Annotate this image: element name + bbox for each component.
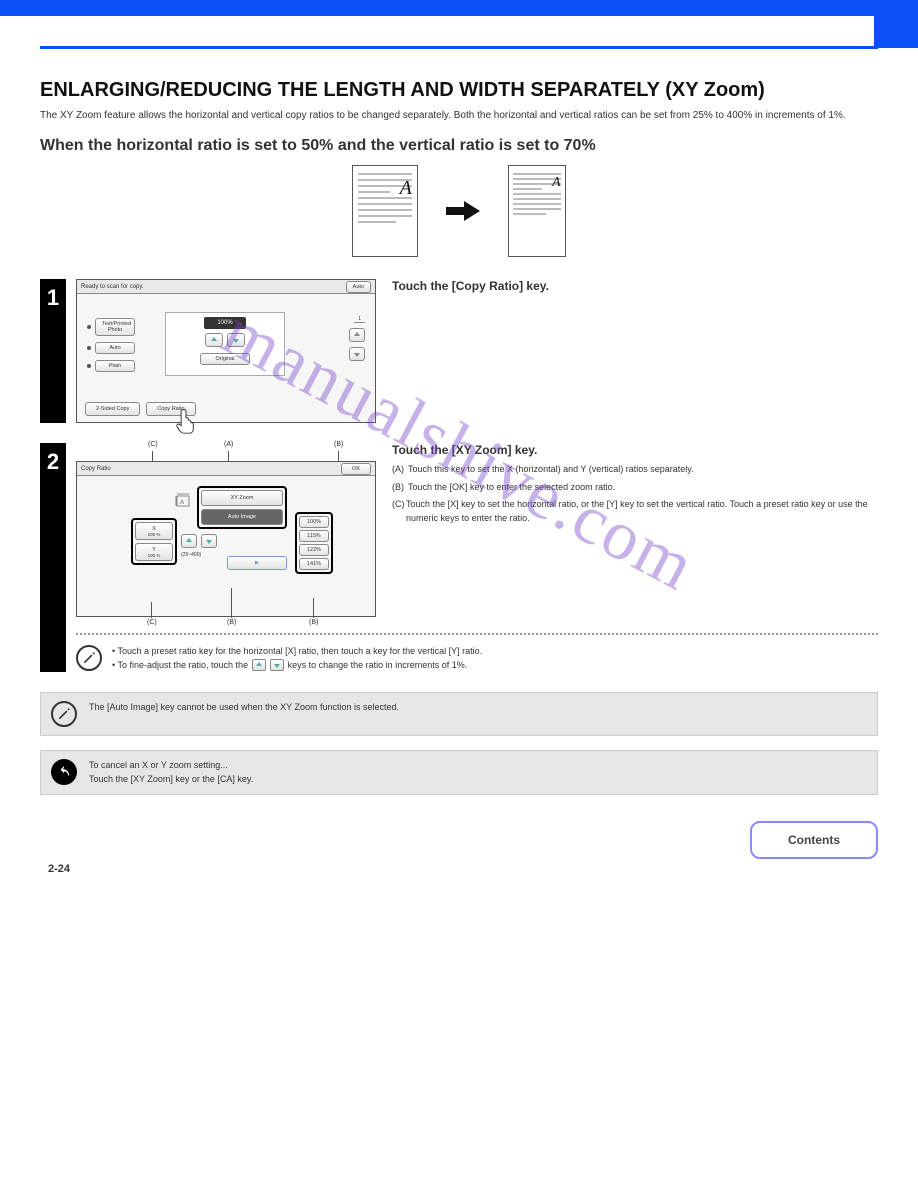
step2-callout-list: (A)Touch this key to set the X (horizont… [392, 463, 878, 525]
preset-more[interactable]: ▶ [227, 556, 287, 570]
contents-button[interactable]: Contents [750, 821, 878, 859]
screen1-left-col: Text/Printed Photo Auto Plain [87, 318, 157, 372]
page-number: 2-24 [48, 863, 70, 875]
auto-btn[interactable]: Auto [95, 342, 135, 354]
copy-ratio-screen: Copy Ratio OK XY Zoom Auto Image A [76, 461, 376, 617]
callout-B: (B) [334, 441, 343, 448]
step-1-number: 1 [40, 279, 66, 423]
paper-btn[interactable]: Plain [95, 360, 135, 372]
pencil-note-icon [76, 645, 102, 671]
copies-display: 1 [354, 316, 365, 323]
note-block: • Touch a preset ratio key for the horiz… [76, 633, 878, 672]
inline-dn-icon [270, 659, 284, 671]
step2-title: Touch the [XY Zoom] key. [392, 443, 878, 457]
auto-image-btn[interactable]: Auto Image [201, 509, 283, 525]
zoom-minus-btn[interactable] [181, 534, 197, 548]
step1-title: Touch the [Copy Ratio] key. [392, 279, 878, 293]
section-title: ENLARGING/REDUCING THE LENGTH AND WIDTH … [40, 79, 878, 102]
ratio-display: 100% [204, 317, 246, 329]
ok-btn[interactable]: OK [341, 463, 371, 475]
section-subtitle: When the horizontal ratio is set to 50% … [40, 137, 878, 155]
step-2-number: 2 [40, 443, 66, 672]
inline-up-icon [252, 659, 266, 671]
preset-141[interactable]: 141% [299, 558, 329, 570]
callout-B2-lower: (B) [227, 619, 236, 626]
callout-B-lower: (B) [309, 619, 318, 626]
header-bar: Contents [0, 0, 918, 16]
screen2-title: Copy Ratio [81, 466, 111, 472]
info-bar-1: The [Auto Image] key cannot be used when… [40, 692, 878, 736]
ratio-panel: 100% Original [165, 312, 285, 376]
x-ratio-btn[interactable]: X100 % [135, 522, 173, 540]
callout-A: (A) [224, 441, 233, 448]
screen1-status: Ready to scan for copy. [81, 284, 144, 290]
zoom-plus-btn[interactable] [201, 534, 217, 548]
y-ratio-btn[interactable]: Y100 % [135, 543, 173, 561]
original-btn[interactable]: Original [200, 353, 250, 365]
arrow-right-icon [446, 200, 480, 222]
reduced-doc-icon: A [508, 165, 566, 257]
svg-text:A: A [180, 500, 184, 506]
arrow-dn-btn[interactable] [227, 333, 245, 347]
note-line2: • To fine-adjust the ratio, touch the ke… [112, 659, 482, 673]
info-bar-2: To cancel an X or Y zoom setting... Touc… [40, 750, 878, 795]
section-intro: The XY Zoom feature allows the horizonta… [40, 108, 878, 123]
spin-up-icon[interactable] [349, 328, 365, 342]
blue-rule [40, 46, 878, 49]
step-1: 1 Ready to scan for copy. Auto Text/Prin… [40, 279, 878, 423]
zoom-range-label: (25~400) [181, 552, 201, 558]
note-line1: • Touch a preset ratio key for the horiz… [112, 645, 482, 659]
preset-100[interactable]: 100% [299, 516, 329, 528]
xy-zoom-btn[interactable]: XY Zoom [201, 490, 283, 506]
pointing-hand-icon [173, 408, 199, 434]
copier-main-screen: Ready to scan for copy. Auto Text/Printe… [76, 279, 376, 423]
spin-dn-icon[interactable] [349, 347, 365, 361]
callout-C-lower: (C) [147, 619, 157, 626]
header-contents: Contents [880, 2, 912, 11]
original-doc-icon: A [352, 165, 418, 257]
arrow-up-btn[interactable] [205, 333, 223, 347]
before-after-illustration: A A [40, 165, 878, 257]
preset-122[interactable]: 122% [299, 544, 329, 556]
info-bar-2-text: To cancel an X or Y zoom setting... Touc… [89, 759, 253, 786]
screen1-right-col: 1 [349, 316, 365, 361]
pencil-note-icon-2 [51, 701, 77, 727]
step-2: 2 (C) (A) (B) Copy Ratio OK [40, 443, 878, 672]
undo-icon [51, 759, 77, 785]
callout-C: (C) [148, 441, 158, 448]
info-bar-1-text: The [Auto Image] key cannot be used when… [89, 701, 399, 715]
exposure-btn[interactable]: Text/Printed Photo [95, 318, 135, 336]
xy-illustration-icon: A [175, 490, 193, 508]
screen1-auto-badge: Auto [346, 281, 371, 293]
preset-115[interactable]: 115% [299, 530, 329, 542]
two-sided-btn[interactable]: 2-Sided Copy [85, 402, 140, 416]
